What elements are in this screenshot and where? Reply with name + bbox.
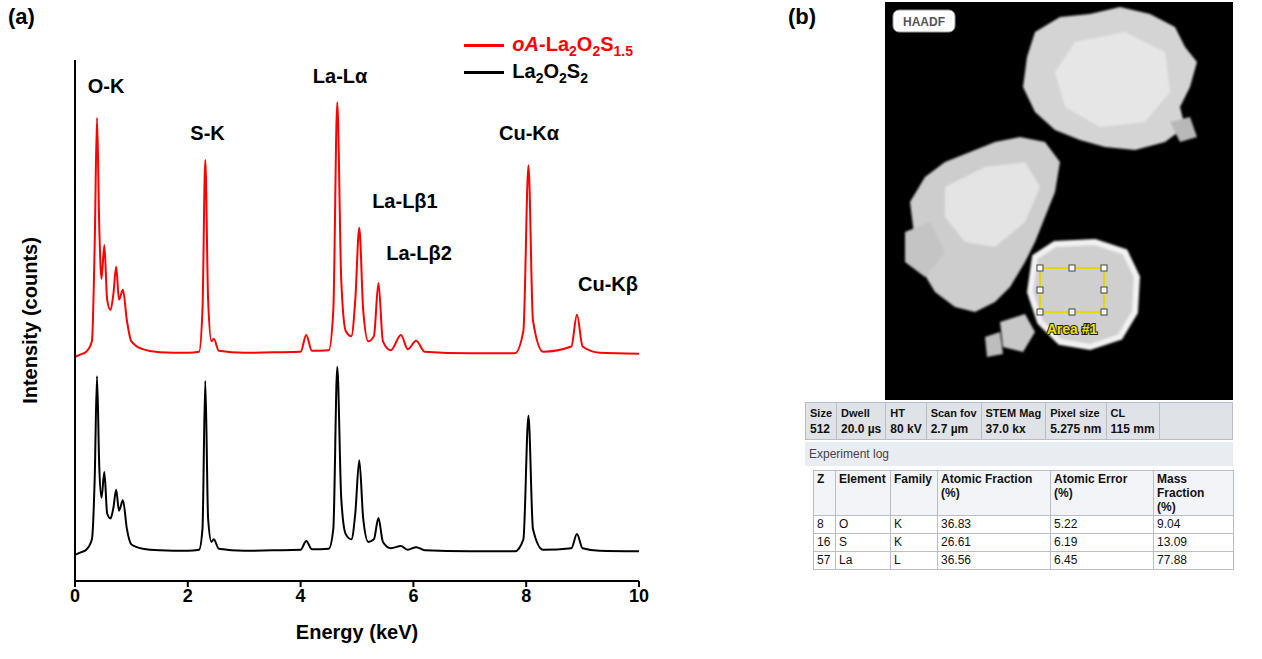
svg-text:Intensity (counts): Intensity (counts)	[19, 237, 41, 404]
svg-text:O-K: O-K	[88, 75, 125, 97]
html-text:Atomic Error: Atomic Error	[1054, 472, 1128, 486]
svg-text:La-Lβ2: La-Lβ2	[386, 242, 452, 264]
html-text:77.88: 77.88	[1157, 553, 1187, 567]
svg-text:Cu-Kβ: Cu-Kβ	[578, 273, 638, 295]
html-text:K: K	[894, 517, 902, 531]
html-text:20.0 µs: 20.0 µs	[841, 422, 882, 436]
html-text:13.09: 13.09	[1157, 535, 1187, 549]
html-text:Experiment log: Experiment log	[809, 447, 889, 461]
svg-text:6: 6	[408, 586, 418, 606]
html-text:5.22: 5.22	[1054, 517, 1078, 531]
html-text:6.19: 6.19	[1054, 535, 1078, 549]
html-text:K: K	[894, 535, 902, 549]
html-text:Dwell: Dwell	[841, 407, 870, 419]
html-text:(b): (b)	[788, 4, 817, 29]
svg-text:La-Lβ1: La-Lβ1	[372, 190, 438, 212]
html-text:Atomic Fraction: Atomic Fraction	[941, 472, 1033, 486]
svg-text:La-Lα: La-Lα	[313, 65, 368, 87]
html-text:57: 57	[817, 553, 831, 567]
html-text:STEM Mag: STEM Mag	[985, 407, 1042, 419]
html-text:La2O2S2: La2O2S2	[512, 59, 588, 86]
svg-text:2: 2	[183, 586, 193, 606]
html-text:O: O	[839, 517, 849, 531]
html-text:La: La	[839, 553, 853, 567]
html-text:Pixel size: Pixel size	[1050, 407, 1100, 419]
html-text:CL: CL	[1110, 407, 1126, 419]
html-text:Size: Size	[810, 407, 832, 419]
html-text:2.7 µm: 2.7 µm	[930, 422, 969, 436]
html-text:Z: Z	[817, 472, 825, 486]
html-text:L: L	[894, 553, 901, 567]
html-text:36.56: 36.56	[941, 553, 971, 567]
html-text:26.61: 26.61	[941, 535, 971, 549]
html-text:6.45: 6.45	[1054, 553, 1078, 567]
html-text:80 kV: 80 kV	[890, 422, 922, 436]
svg-text:10: 10	[629, 586, 649, 606]
html-text:8: 8	[817, 517, 824, 531]
html-text:5.275 nm: 5.275 nm	[1050, 422, 1102, 436]
html-text:Family: Family	[894, 472, 932, 486]
svg-text:S-K: S-K	[190, 122, 225, 144]
html-text:Mass Fraction: Mass Fraction	[1157, 472, 1205, 500]
html-text:9.04: 9.04	[1157, 517, 1181, 531]
svg-text:Area #1: Area #1	[1047, 321, 1098, 337]
svg-text:Cu-Kα: Cu-Kα	[499, 122, 560, 144]
html-text:16: 16	[817, 535, 831, 549]
svg-text:8: 8	[521, 586, 531, 606]
html-text:36.83: 36.83	[941, 517, 971, 531]
html-text:37.0 kx: 37.0 kx	[985, 422, 1026, 436]
svg-text:HAADF: HAADF	[903, 15, 945, 29]
html-text:115 mm: 115 mm	[1110, 422, 1155, 436]
html-text:HT: HT	[890, 407, 905, 419]
html-text:Scan fov: Scan fov	[930, 407, 977, 419]
svg-text:0: 0	[70, 586, 80, 606]
svg-text:Energy (keV): Energy (keV)	[296, 621, 418, 643]
html-text:oA- La2O2S1.5: oA- La2O2S1.5	[512, 32, 633, 59]
svg-text:4: 4	[296, 586, 306, 606]
html-text:512: 512	[810, 422, 830, 436]
html-text:(a): (a)	[8, 4, 35, 29]
html-text:Element: Element	[839, 472, 886, 486]
html-text:S: S	[839, 535, 847, 549]
